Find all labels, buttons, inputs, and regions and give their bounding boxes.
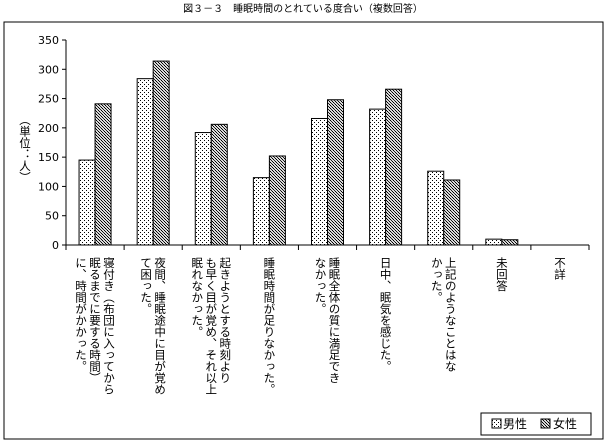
x-category-label: 不詳 [553,257,567,280]
bar-female [152,60,170,246]
x-category-label: 寝付き（布団に入ってから [102,256,116,395]
x-axis [65,244,590,250]
x-category-label: 睡眠全体の質に満足でき [328,257,342,384]
y-tick-label: 250 [38,93,59,106]
legend-swatch-male [491,418,502,429]
x-category-label: 眠るまでに要する時間） [88,257,102,384]
bar-female [385,88,403,246]
bar-male [136,78,154,246]
x-category-label: 起きようとする時刻より [218,257,232,384]
y-axis-label: （単位：人） [18,114,32,183]
bar-female [501,239,519,246]
bar-male [311,117,328,246]
bar-female [268,155,286,246]
bar-male [78,159,96,246]
x-category-label: 眠れなかった。 [190,257,204,338]
bars [78,60,519,246]
chart-title: 図３－３ 睡眠時間のとれている度合い（複数回答） [183,2,423,15]
legend-label-female: 女性 [553,416,577,431]
bar-female [443,179,461,246]
bar-male [252,177,270,246]
legend-label-male: 男性 [503,417,527,431]
legend: 男性 女性 [480,412,592,436]
bar-female [327,99,344,246]
bar-male [194,132,212,246]
x-category-label: 夜間、睡眠途中に目が覚め [153,256,167,395]
chart-frame [3,21,604,440]
x-category-label: に、時間がかかった。 [74,257,88,372]
x-category-label: て困った。 [139,257,153,315]
y-tick-label: 150 [38,151,59,164]
y-tick-label: 50 [45,210,59,223]
y-tick-label: 350 [38,34,59,47]
x-category-label: 睡眠時間が足りなかった。 [262,257,276,395]
y-tick-label: 100 [38,180,59,193]
y-tick-label: 300 [38,63,59,76]
y-axis: 0 50 100 150 200 250 300 350 [38,34,67,252]
bar-male [427,170,445,246]
bar-female [94,103,112,246]
legend-box [480,412,592,436]
bar-male [369,108,387,246]
legend-swatch-female [540,418,551,429]
x-category-label: かった。 [430,257,444,303]
y-tick-label: 0 [52,239,59,252]
y-axis-title: （単位：人） [18,114,32,183]
bar-male [485,238,503,246]
x-category-label: 日中、眠気を感じた。 [379,257,393,372]
x-category-label: 未回答 [495,257,509,292]
x-category-label: なかった。 [314,257,328,315]
x-category-label: も早く目が覚め、それ以上 [204,257,218,395]
bar-female [210,123,228,246]
y-tick-label: 200 [38,122,59,135]
x-category-label: 上記のようなことはな [444,257,458,372]
